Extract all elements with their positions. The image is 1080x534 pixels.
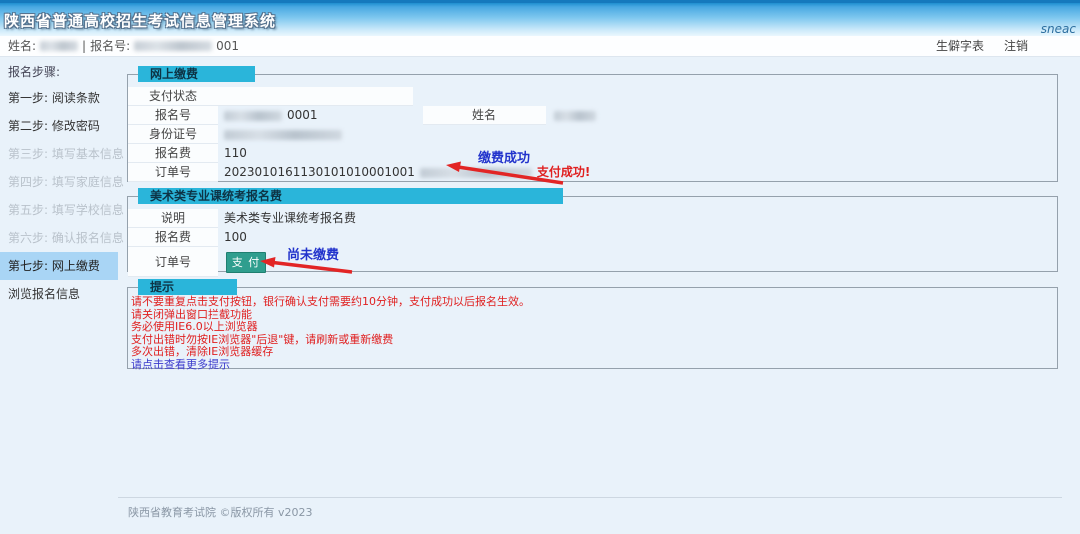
table-row-art-order: 订单号 支 付 <box>128 247 1057 277</box>
redacted-candidate-name <box>553 110 596 121</box>
order-label: 订单号 <box>128 163 218 182</box>
table-row-regno: 报名号 0001 姓名 <box>128 106 1057 125</box>
rare-characters-link[interactable]: 生僻字表 <box>935 39 984 53</box>
page-title: 陕西省普通高校招生考试信息管理系统 <box>4 12 277 30</box>
id-number-value <box>218 129 342 140</box>
table-row-pay-status: 支付状态 <box>128 87 1057 106</box>
watermark-text: sneac <box>1040 22 1076 36</box>
art-order-label: 订单号 <box>128 247 218 277</box>
user-identity: 姓名: | 报名号: 001 <box>8 36 239 56</box>
app-header: 陕西省普通高校招生考试信息管理系统 sneac <box>0 0 1080 36</box>
redacted-regno <box>134 41 213 51</box>
user-info-bar: 姓名: | 报名号: 001 生僻字表 注销 <box>0 36 1080 57</box>
tip-line: 务必使用IE6.0以上浏览器 <box>131 320 258 333</box>
order-value: 2023010161130101010001001 支付成功! <box>218 163 590 182</box>
sidebar-item-browse-info[interactable]: 浏览报名信息 <box>8 287 81 301</box>
separator: | <box>82 39 87 53</box>
fee-value: 110 <box>224 146 247 160</box>
name-value <box>546 110 596 121</box>
fee-label: 报名费 <box>128 144 218 163</box>
regno-suffix: 001 <box>216 39 240 53</box>
sidebar-item-step3: 第三步: 填写基本信息 <box>8 147 124 161</box>
table-row-description: 说明 美术类专业课统考报名费 <box>128 209 1057 228</box>
tips-panel: 提示 请不要重复点击支付按钮，银行确认支付需要约10分钟，支付成功以后报名生效。… <box>127 279 1058 371</box>
art-exam-fee-table: 说明 美术类专业课统考报名费 报名费 100 订单号 支 付 <box>128 209 1057 277</box>
tip-line: 支付出错时勿按IE浏览器"后退"键，请刷新或重新缴费 <box>131 332 394 346</box>
art-order-value: 支 付 <box>218 251 266 273</box>
table-row-order: 订单号 2023010161130101010001001 支付成功! <box>128 163 1057 182</box>
description-label: 说明 <box>128 209 218 228</box>
pay-button[interactable]: 支 付 <box>226 251 266 273</box>
tip-line: 多次出错，清除IE浏览器缓存 <box>131 345 274 358</box>
page-footer: 陕西省教育考试院 ©版权所有 v2023 <box>118 497 1062 520</box>
art-fee-value: 100 <box>224 230 247 244</box>
regno-label: 报名号: <box>90 39 131 53</box>
tips-legend: 提示 <box>138 279 237 295</box>
tip-line: 请不要重复点击支付按钮，银行确认支付需要约10分钟，支付成功以后报名生效。 <box>131 295 530 308</box>
tip-line: 请关闭弹出窗口拦截功能 <box>131 307 252 321</box>
art-exam-fee-panel: 美术类专业课统考报名费 说明 美术类专业课统考报名费 报名费 100 订单号 支… <box>127 188 1058 277</box>
pay-status-label: 支付状态 <box>128 87 218 106</box>
redacted-order-tail <box>419 167 532 178</box>
table-row-id-number: 身份证号 <box>128 125 1057 144</box>
name-label: 姓名: <box>8 39 37 53</box>
sidebar-item-step7-active[interactable]: 第七步: 网上缴费 <box>0 252 118 280</box>
not-paid-annotation: 尚未缴费 <box>287 248 340 263</box>
regno-visible-suffix: 0001 <box>287 108 318 122</box>
pay-success-status: 支付成功! <box>536 165 591 179</box>
online-payment-panel: 网上缴费 支付状态 报名号 0001 姓名 <box>127 66 1058 182</box>
redacted-name <box>40 41 79 51</box>
content-area: 报名步骤: 第一步: 阅读条款 第二步: 修改密码 第三步: 填写基本信息 第四… <box>0 57 1080 534</box>
paid-success-annotation: 缴费成功 <box>478 151 531 166</box>
redacted-regno-prefix <box>224 110 282 121</box>
table-row-fee: 报名费 110 <box>128 144 1057 163</box>
redacted-id-number <box>224 129 342 140</box>
art-exam-fee-legend: 美术类专业课统考报名费 <box>138 188 563 204</box>
sidebar-item-step6: 第六步: 确认报名信息 <box>8 231 124 245</box>
regno-label: 报名号 <box>128 106 218 125</box>
name-label-cell: 姓名 <box>422 106 546 125</box>
sidebar-item-step2[interactable]: 第二步: 修改密码 <box>8 119 100 133</box>
sidebar-title: 报名步骤: <box>8 65 61 79</box>
online-payment-legend: 网上缴费 <box>138 66 255 82</box>
regno-value: 0001 <box>218 106 318 125</box>
description-value: 美术类专业课统考报名费 <box>224 211 357 225</box>
order-number-visible: 2023010161130101010001001 <box>224 165 415 179</box>
sidebar-item-step5: 第五步: 填写学校信息 <box>8 203 124 217</box>
tips-text: 请不要重复点击支付按钮，银行确认支付需要约10分钟，支付成功以后报名生效。 请关… <box>131 295 1057 371</box>
table-row-art-fee: 报名费 100 <box>128 228 1057 247</box>
pay-status-value-empty <box>218 87 413 106</box>
sidebar-item-step4: 第四步: 填写家庭信息 <box>8 175 124 189</box>
logout-link[interactable]: 注销 <box>1003 39 1028 53</box>
more-tips-link[interactable]: 请点击查看更多提示 <box>131 357 230 371</box>
art-fee-label: 报名费 <box>128 228 218 247</box>
sidebar-item-step1[interactable]: 第一步: 阅读条款 <box>8 91 100 105</box>
id-number-label: 身份证号 <box>128 125 218 144</box>
steps-sidebar: 报名步骤: 第一步: 阅读条款 第二步: 修改密码 第三步: 填写基本信息 第四… <box>0 57 124 308</box>
online-payment-table: 支付状态 报名号 0001 姓名 身份证号 <box>128 87 1057 182</box>
